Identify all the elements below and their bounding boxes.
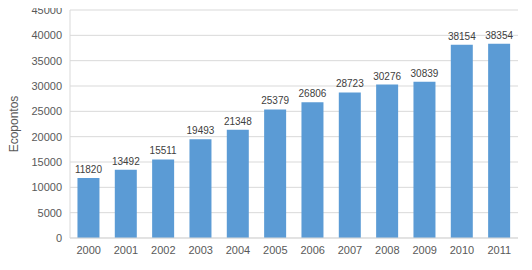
svg-text:19493: 19493 [187,125,215,136]
svg-text:0: 0 [56,232,62,244]
svg-text:2007: 2007 [338,244,362,256]
svg-text:20000: 20000 [31,131,62,143]
svg-text:2011: 2011 [488,244,512,256]
svg-text:30839: 30839 [411,68,439,79]
svg-text:2000: 2000 [76,244,100,256]
svg-text:30000: 30000 [31,80,62,92]
svg-text:11820: 11820 [75,164,103,175]
svg-text:15000: 15000 [31,156,62,168]
svg-text:30276: 30276 [373,71,401,82]
svg-text:38354: 38354 [485,30,513,41]
svg-text:10000: 10000 [31,181,62,193]
svg-text:45000: 45000 [31,8,62,16]
svg-text:13492: 13492 [112,156,140,167]
svg-text:2002: 2002 [151,244,175,256]
svg-text:2008: 2008 [375,244,399,256]
svg-text:28723: 28723 [336,78,364,89]
svg-text:5000: 5000 [38,207,62,219]
svg-text:15511: 15511 [150,145,178,156]
svg-text:35000: 35000 [31,55,62,67]
svg-text:2001: 2001 [114,244,138,256]
svg-text:40000: 40000 [31,29,62,41]
svg-text:2009: 2009 [412,244,436,256]
svg-text:26806: 26806 [299,88,327,99]
svg-text:38154: 38154 [448,31,476,42]
svg-text:2010: 2010 [450,244,474,256]
svg-text:Ecopontos: Ecopontos [8,96,21,153]
svg-text:21348: 21348 [224,116,252,127]
svg-text:25379: 25379 [261,95,289,106]
svg-text:2006: 2006 [300,244,324,256]
svg-text:2003: 2003 [188,244,212,256]
svg-text:2004: 2004 [226,244,250,256]
svg-text:25000: 25000 [31,105,62,117]
svg-text:2005: 2005 [263,244,287,256]
